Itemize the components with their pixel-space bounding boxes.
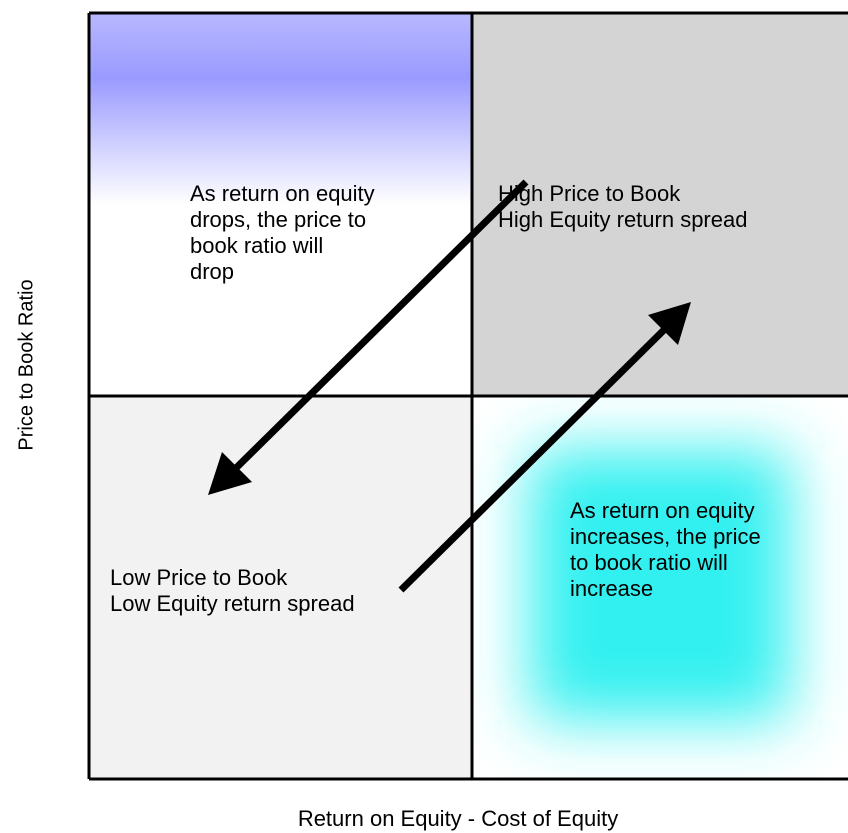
quadrant-text: Low Equity return spread: [110, 591, 355, 616]
arrow-head: [208, 452, 252, 495]
arrow-down: [208, 179, 529, 495]
quadrant-text: to book ratio will: [570, 550, 728, 575]
quadrant-text: drop: [190, 259, 234, 284]
arrow-head: [648, 302, 691, 345]
x-axis-label: Return on Equity - Cost of Equity: [298, 806, 618, 831]
quadrant-bottom-right: [472, 396, 848, 779]
quadrant-text: As return on equity: [570, 498, 755, 523]
arrow-shaft: [398, 321, 673, 593]
quadrant-text: As return on equity: [190, 181, 375, 206]
quadrant-top-left: [89, 13, 472, 396]
quadrant-text: increase: [570, 576, 653, 601]
quadrant-text: High Equity return spread: [498, 207, 747, 232]
y-axis-label: Price to Book Ratio: [15, 279, 37, 450]
arrow-up: [398, 302, 691, 593]
quadrant-text: drops, the price to: [190, 207, 366, 232]
quadrant-text: High Price to Book: [498, 181, 681, 206]
arrow-shaft: [229, 179, 529, 475]
quadrant-text: Low Price to Book: [110, 565, 288, 590]
quadrant-text: increases, the price: [570, 524, 761, 549]
grid-frame: [87, 11, 848, 781]
quadrant-glow: [530, 450, 790, 720]
quadrant-text: book ratio will: [190, 233, 323, 258]
